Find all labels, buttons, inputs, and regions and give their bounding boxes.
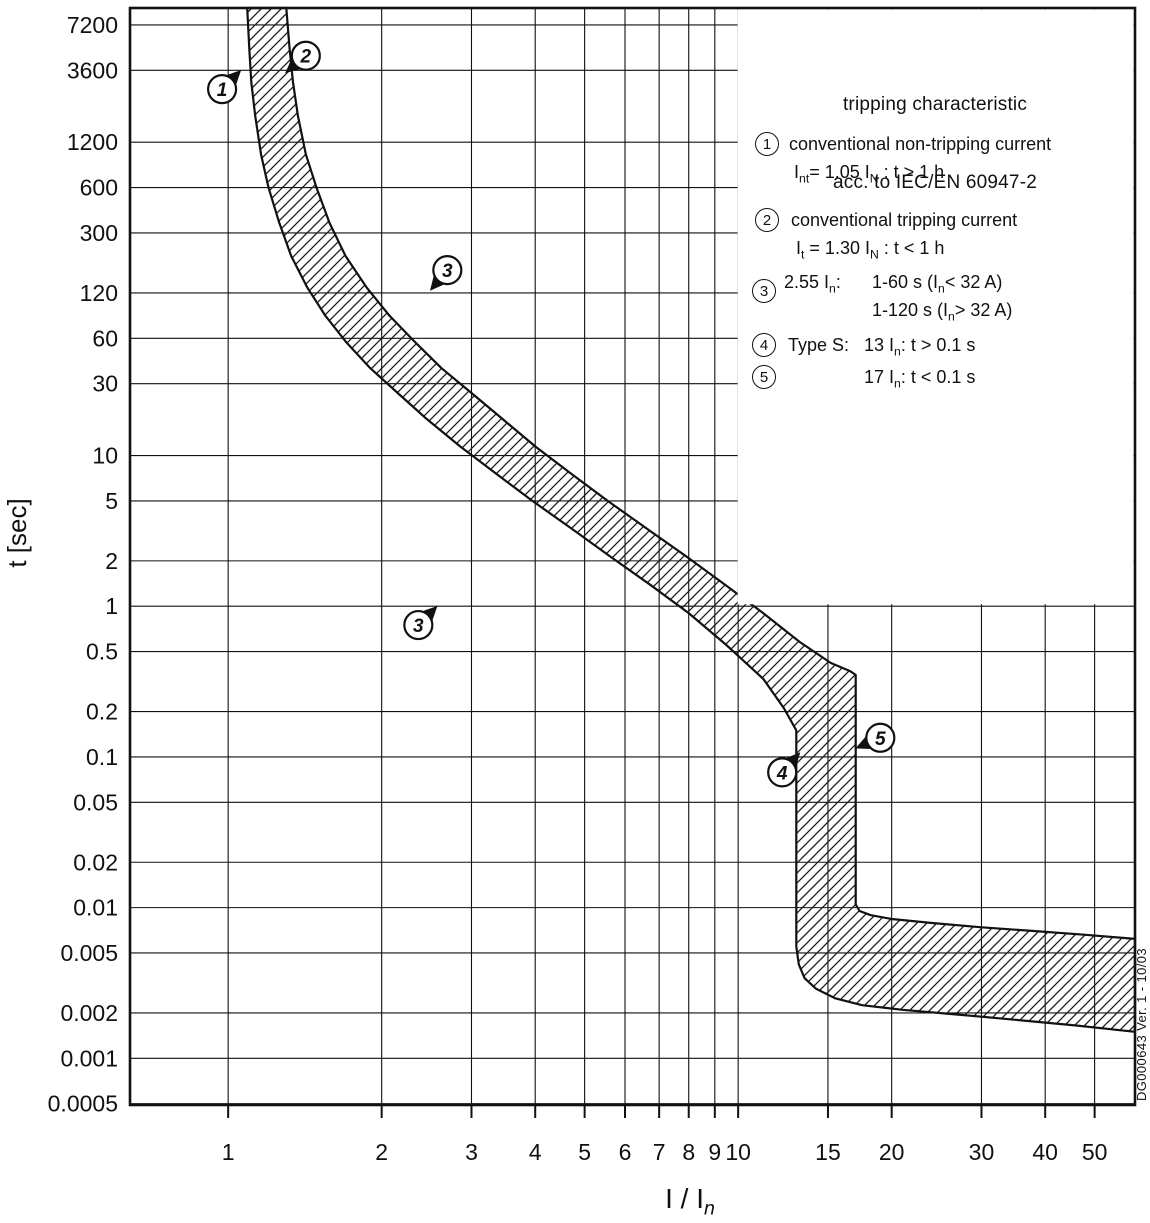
y-tick-label: 0.0005 bbox=[48, 1091, 118, 1117]
legend-title-line2: acc. to IEC/EN 60947-2 bbox=[832, 172, 1037, 193]
legend-item4-line1: 13 In: t > 0.1 s bbox=[864, 335, 976, 359]
legend-item3-line2: 1-120 s (In> 32 A) bbox=[872, 300, 1013, 324]
x-tick-label: 10 bbox=[725, 1139, 751, 1165]
marker-number: 2 bbox=[300, 47, 312, 68]
marker-pointer bbox=[227, 70, 242, 85]
y-axis-title: t [sec] bbox=[2, 498, 32, 567]
x-tick-label: 1 bbox=[222, 1139, 235, 1165]
y-tick-label: 7200 bbox=[67, 12, 118, 38]
x-tick-label: 8 bbox=[682, 1139, 695, 1165]
x-tick-label: 40 bbox=[1032, 1139, 1058, 1165]
x-tick-label: 2 bbox=[375, 1139, 388, 1165]
legend-marker-1: 1 bbox=[755, 132, 779, 156]
plot-border bbox=[128, 6, 1137, 1107]
axis-ticks-and-labels: 1 2 3 4 5 6 7 8 9 10 15 20 30 40 507200360012006003001… bbox=[48, 12, 1108, 1165]
axis-titles-and-watermark: t [sec] DG000643 Ver. 1 - 10/03 bbox=[2, 498, 1149, 1101]
legend-item3-label: 2.55 In: bbox=[784, 272, 841, 296]
y-tick-label: 0.005 bbox=[60, 940, 118, 966]
x-tick-label: 20 bbox=[879, 1139, 905, 1165]
y-tick-label: 0.001 bbox=[60, 1045, 118, 1071]
y-tick-label: 0.02 bbox=[73, 849, 118, 875]
y-tick-label: 3600 bbox=[67, 57, 118, 83]
marker-circle bbox=[206, 74, 238, 105]
marker-number: 4 bbox=[776, 763, 788, 784]
y-tick-label: 0.1 bbox=[86, 744, 118, 770]
legend-marker-3: 3 bbox=[752, 279, 776, 303]
legend-item1-line1: conventional non-tripping current bbox=[789, 134, 1052, 154]
x-tick-label: 4 bbox=[529, 1139, 542, 1165]
y-tick-label: 1200 bbox=[67, 129, 118, 155]
legend-item3-line1: 1-60 s (In< 32 A) bbox=[872, 272, 1003, 296]
y-tick-label: 0.2 bbox=[86, 699, 118, 725]
legend-item4-label: Type S: bbox=[788, 335, 850, 355]
x-tick-label: 30 bbox=[969, 1139, 995, 1165]
y-tick-label: 5 bbox=[105, 488, 118, 514]
marker-circle bbox=[767, 757, 798, 788]
legend-marker-2: 2 bbox=[755, 208, 779, 232]
legend-marker-4: 4 bbox=[752, 333, 776, 357]
x-tick-label: 50 bbox=[1082, 1139, 1108, 1165]
marker-circle bbox=[403, 609, 434, 641]
x-tick-label: 3 bbox=[465, 1139, 478, 1165]
marker-number: 5 bbox=[875, 729, 886, 750]
legend-background bbox=[737, 9, 1134, 605]
marker-circle bbox=[290, 40, 321, 71]
y-tick-label: 0.5 bbox=[86, 639, 118, 665]
legend-item1-line2: Int= 1.05 IN : t > 1 h bbox=[794, 162, 945, 186]
marker-number: 1 bbox=[217, 80, 228, 101]
y-tick-label: 120 bbox=[80, 280, 118, 306]
y-tick-label: 0.01 bbox=[73, 895, 118, 921]
y-tick-label: 0.05 bbox=[73, 789, 118, 815]
x-tick-label: 6 bbox=[619, 1139, 632, 1165]
x-tick-label: 9 bbox=[708, 1139, 721, 1165]
marker-pointer bbox=[855, 737, 871, 750]
y-tick-label: 600 bbox=[80, 175, 118, 201]
y-tick-label: 300 bbox=[80, 220, 118, 246]
legend-clear-area bbox=[737, 9, 1134, 605]
doc-number-watermark: DG000643 Ver. 1 - 10/03 bbox=[1134, 948, 1149, 1101]
y-tick-label: 0.002 bbox=[60, 1000, 118, 1026]
legend-item2-line2: It = 1.30 IN : t < 1 h bbox=[796, 238, 945, 262]
legend-item5-line1: 17 In: t < 0.1 s bbox=[864, 367, 976, 391]
marker-pointer bbox=[786, 752, 801, 767]
y-tick-label: 60 bbox=[92, 325, 118, 351]
legend-marker-5: 5 bbox=[752, 365, 776, 389]
marker-pointer bbox=[285, 59, 300, 74]
legend-title: tripping characteristic acc. to IEC/EN 6… bbox=[760, 40, 1110, 248]
marker-pointer bbox=[423, 605, 438, 621]
y-tick-label: 30 bbox=[92, 371, 118, 397]
marker-number: 3 bbox=[442, 261, 453, 282]
plot-frame bbox=[128, 6, 1137, 1107]
y-tick-label: 1 bbox=[105, 593, 118, 619]
marker-number: 3 bbox=[413, 616, 424, 637]
y-tick-label: 2 bbox=[105, 548, 118, 574]
marker-circle bbox=[865, 722, 896, 753]
legend-item2-line1: conventional tripping current bbox=[791, 210, 1018, 230]
x-axis-title: I / In bbox=[665, 1183, 715, 1220]
marker-circle bbox=[432, 255, 463, 286]
y-tick-label: 10 bbox=[92, 443, 118, 469]
legend-title-line1: tripping characteristic bbox=[842, 94, 1028, 115]
marker-pointer bbox=[429, 276, 444, 291]
x-tick-label: 15 bbox=[815, 1139, 841, 1165]
x-tick-label: 5 bbox=[578, 1139, 591, 1165]
x-tick-label: 7 bbox=[653, 1139, 666, 1165]
chart-callout-markers: 1 2 3 3 4 5 bbox=[206, 40, 896, 788]
gridlines bbox=[130, 8, 1135, 1105]
